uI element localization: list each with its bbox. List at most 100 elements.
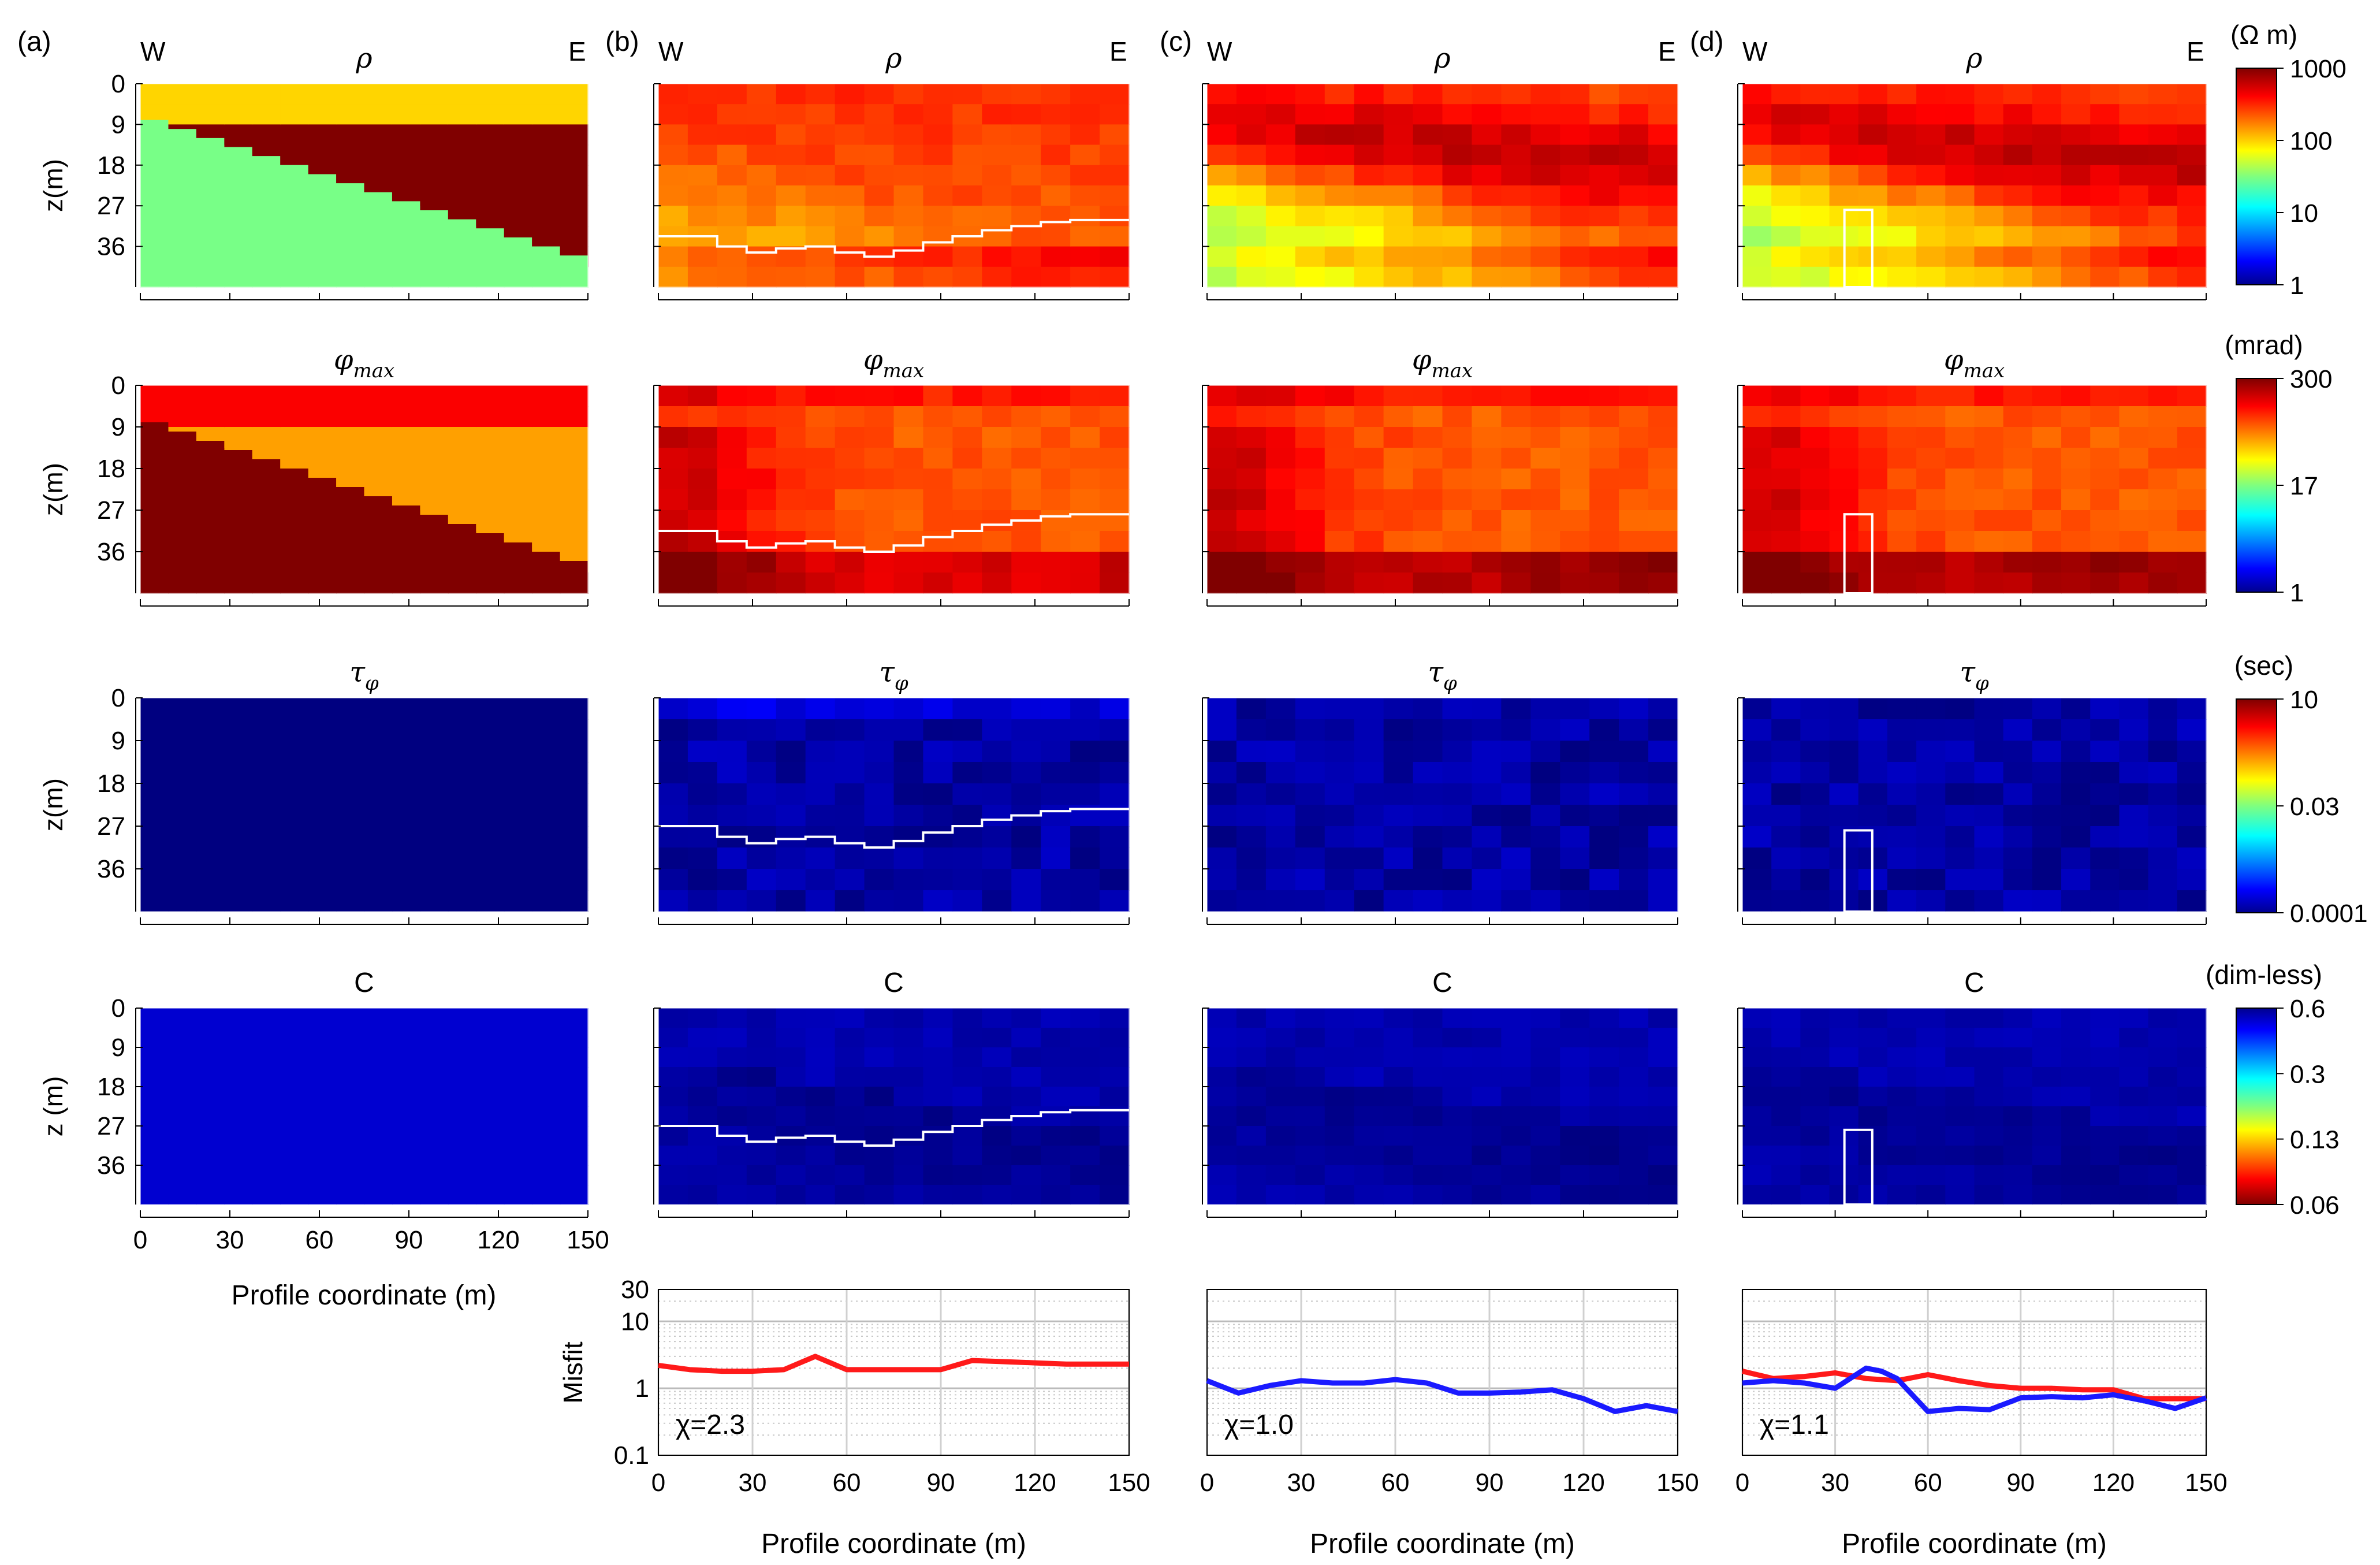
heatmap-cell [835, 890, 865, 912]
heatmap-cell [1916, 246, 1946, 267]
colorbar-tick-label: 10 [2290, 686, 2318, 714]
direction-east: E [1109, 36, 1127, 66]
heatmap-cell [835, 385, 865, 407]
heatmap-cell [1771, 185, 1801, 206]
heatmap-cell [448, 847, 477, 869]
heatmap-cell [1442, 427, 1473, 448]
heatmap-cell [532, 144, 561, 166]
heatmap-cell [308, 1047, 337, 1068]
heatmap-cell [196, 84, 225, 105]
row-title: C [884, 968, 904, 998]
heatmap-cell [1472, 124, 1502, 146]
heatmap-cell [1945, 427, 1975, 448]
heatmap-cell [224, 427, 253, 448]
heatmap-cell [1916, 552, 1946, 573]
row-title: φmax [1944, 344, 2005, 382]
heatmap-cell [168, 741, 197, 763]
row-title-sub: φ [1443, 672, 1457, 695]
heatmap-cell [1619, 1146, 1649, 1166]
heatmap-cell [2148, 1028, 2178, 1048]
heatmap-cell [2032, 1146, 2062, 1166]
heatmap-cell [532, 805, 561, 827]
heatmap-cell [1945, 890, 1975, 912]
heatmap-cell [1354, 124, 1384, 146]
heatmap-cell [1442, 165, 1473, 186]
y-tick-label: 0 [111, 994, 125, 1023]
heatmap-cell [1295, 144, 1325, 166]
heatmap-cell [392, 104, 421, 125]
heatmap-cell [776, 783, 806, 805]
heatmap-cell [2032, 1028, 2062, 1048]
heatmap-cell [1742, 1087, 1772, 1107]
row-title: C [354, 968, 374, 998]
heatmap-cell [1442, 1106, 1473, 1127]
heatmap-cell [864, 741, 895, 763]
heatmap-cell [1236, 469, 1267, 490]
heatmap-cell [1974, 741, 2004, 763]
heatmap-cell [1800, 826, 1830, 848]
heatmap-cell [448, 124, 477, 146]
heatmap-cell [776, 510, 806, 531]
heatmap-cell [1974, 1165, 2004, 1185]
heatmap-cell [1324, 206, 1355, 227]
heatmap-cell [776, 406, 806, 428]
heatmap-cell [196, 783, 225, 805]
heatmap-cell [1800, 144, 1830, 166]
heatmap-cell [1295, 552, 1325, 573]
heatmap-cell [1945, 448, 1975, 469]
heatmap-cell [1265, 698, 1296, 720]
heatmap-cell [224, 869, 253, 891]
heatmap-cell [392, 1087, 421, 1107]
heatmap-cell [1011, 84, 1041, 105]
heatmap-cell [1236, 1165, 1267, 1185]
heatmap-cell [835, 165, 865, 186]
heatmap-cell [2003, 741, 2033, 763]
heatmap-cell [1100, 1028, 1130, 1048]
heatmap-cell [717, 185, 747, 206]
heatmap-cell [1265, 783, 1296, 805]
heatmap-cell [1070, 1126, 1100, 1146]
heatmap-cell [1324, 1106, 1355, 1127]
heatmap-cell [560, 847, 589, 869]
heatmap-cell [560, 165, 589, 186]
heatmap-cell [2032, 1087, 2062, 1107]
heatmap-cell [1800, 573, 1830, 594]
heatmap-cell [1070, 847, 1100, 869]
heatmap-cell [1800, 847, 1830, 869]
heatmap-cell [1800, 165, 1830, 186]
heatmap-cell [1413, 84, 1443, 105]
heatmap-cell [2119, 266, 2149, 288]
heatmap-cell [1472, 406, 1502, 428]
heatmap-cell [952, 1146, 983, 1166]
heatmap-cell [1501, 124, 1532, 146]
heatmap-cell [1070, 531, 1100, 552]
heatmap-cell [952, 1008, 983, 1028]
y-tick-label: 9 [111, 413, 125, 441]
heatmap-cell [336, 1146, 365, 1166]
heatmap-cell [1530, 1067, 1561, 1087]
heatmap-cell [1100, 165, 1130, 186]
heatmap-cell [280, 1008, 309, 1028]
heatmap-cell [364, 385, 393, 407]
heatmap-cell [532, 385, 561, 407]
heatmap-cell [658, 762, 688, 784]
heatmap-cell [1295, 165, 1325, 186]
heatmap-cell [776, 124, 806, 146]
heatmap-cell [1800, 489, 1830, 511]
heatmap-cell [196, 1185, 225, 1205]
heatmap-cell [1771, 448, 1801, 469]
heatmap-cell [1295, 226, 1325, 247]
heatmap-cell [392, 826, 421, 848]
heatmap-cell [1070, 762, 1100, 784]
heatmap-cell [224, 1106, 253, 1127]
heatmap-cell [1413, 246, 1443, 267]
heatmap-cell [2061, 448, 2091, 469]
heatmap-cell [1413, 266, 1443, 288]
heatmap-cell [2032, 826, 2062, 848]
heatmap-cell [658, 427, 688, 448]
y-tick-label: 27 [97, 812, 125, 841]
heatmap-cell [1829, 144, 1859, 166]
heatmap-cell [1100, 826, 1130, 848]
colorbar-gradient [2236, 68, 2277, 285]
heatmap-cell [952, 206, 983, 227]
